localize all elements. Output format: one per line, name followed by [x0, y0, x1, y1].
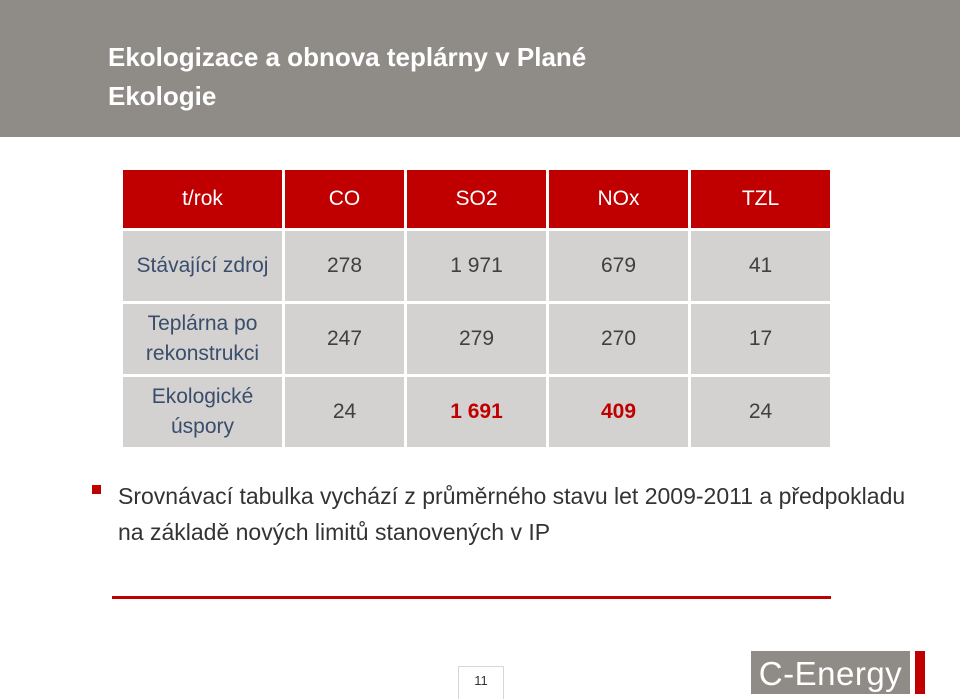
table-cell: 24	[282, 374, 407, 450]
row-label: Ekologické úspory	[120, 374, 285, 450]
table-cell: 41	[688, 228, 833, 304]
title-line-2: Ekologie	[108, 81, 217, 111]
divider-line	[112, 596, 831, 599]
table-cell: 247	[282, 301, 407, 377]
header-band	[0, 0, 960, 137]
header-tzl: TZL	[688, 167, 833, 231]
page-title: Ekologizace a obnova teplárny v Plané Ek…	[108, 38, 586, 116]
table-cell-highlight: 409	[546, 374, 691, 450]
logo-accent-bar	[915, 651, 925, 694]
header-co: CO	[282, 167, 407, 231]
table-row: Teplárna po rekonstrukci 247 279 270 17	[120, 301, 833, 377]
page-number-box	[458, 666, 504, 699]
table-cell: 279	[404, 301, 549, 377]
company-logo: C-Energy	[751, 651, 910, 694]
bullet-square-icon	[92, 485, 101, 494]
table-cell-highlight: 1 691	[404, 374, 549, 450]
page-number: 11	[474, 673, 488, 688]
header-so2: SO2	[404, 167, 549, 231]
table-cell: 270	[546, 301, 691, 377]
row-label: Stávající zdroj	[120, 228, 285, 304]
title-line-1: Ekologizace a obnova teplárny v Plané	[108, 42, 587, 72]
header-nox: NOx	[546, 167, 691, 231]
bullet-text: Srovnávací tabulka vychází z průměrného …	[118, 483, 906, 545]
header-unit: t/rok	[120, 167, 285, 231]
table-cell: 1 971	[404, 228, 549, 304]
table-row: Stávající zdroj 278 1 971 679 41	[120, 228, 833, 304]
row-label: Teplárna po rekonstrukci	[120, 301, 285, 377]
table-cell: 278	[282, 228, 407, 304]
table-cell: 24	[688, 374, 833, 450]
table-row: Ekologické úspory 24 1 691 409 24	[120, 374, 833, 450]
table-cell: 17	[688, 301, 833, 377]
emissions-table: t/rok CO SO2 NOx TZL Stávající zdroj 278…	[120, 167, 833, 450]
table-header-row: t/rok CO SO2 NOx TZL	[120, 167, 833, 231]
table-cell: 679	[546, 228, 691, 304]
